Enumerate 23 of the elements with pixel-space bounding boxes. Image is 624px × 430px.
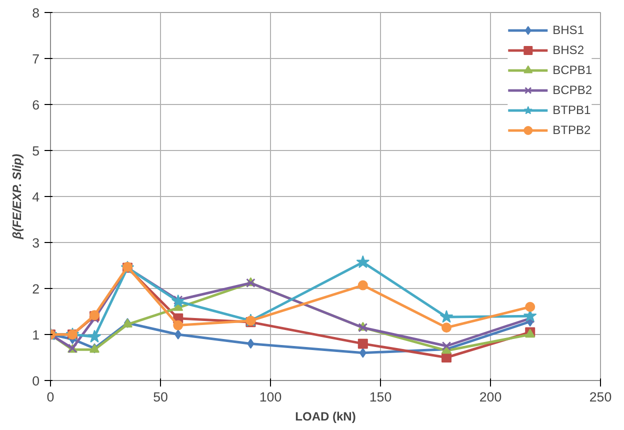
x-tick-label: 250 bbox=[589, 390, 612, 404]
legend-label: BHS1 bbox=[552, 23, 584, 37]
x-tick-label: 100 bbox=[259, 390, 282, 404]
y-tick-label: 8 bbox=[32, 6, 40, 20]
legend-label: BCPB2 bbox=[552, 83, 592, 97]
x-tick-label: 150 bbox=[369, 390, 392, 404]
y-tick-label: 1 bbox=[32, 328, 40, 342]
y-tick-label: 3 bbox=[32, 236, 40, 250]
legend-label: BHS2 bbox=[552, 43, 584, 57]
y-axis-title: β(FE/EXP. Slip) bbox=[10, 154, 24, 240]
y-tick-label: 0 bbox=[32, 374, 40, 388]
y-tick-label: 6 bbox=[32, 98, 40, 112]
legend-label: BTPB2 bbox=[552, 123, 591, 137]
x-axis-title: LOAD (kN) bbox=[295, 410, 356, 424]
legend-label: BCPB1 bbox=[552, 63, 592, 77]
x-tick-label: 200 bbox=[479, 390, 502, 404]
y-tick-label: 4 bbox=[32, 190, 40, 204]
y-tick-label: 5 bbox=[32, 144, 40, 158]
y-tick-label: 7 bbox=[32, 52, 40, 66]
x-tick-label: 50 bbox=[153, 390, 168, 404]
y-tick-label: 2 bbox=[32, 282, 40, 296]
legend-label: BTPB1 bbox=[552, 103, 591, 117]
x-tick-label: 0 bbox=[46, 390, 54, 404]
